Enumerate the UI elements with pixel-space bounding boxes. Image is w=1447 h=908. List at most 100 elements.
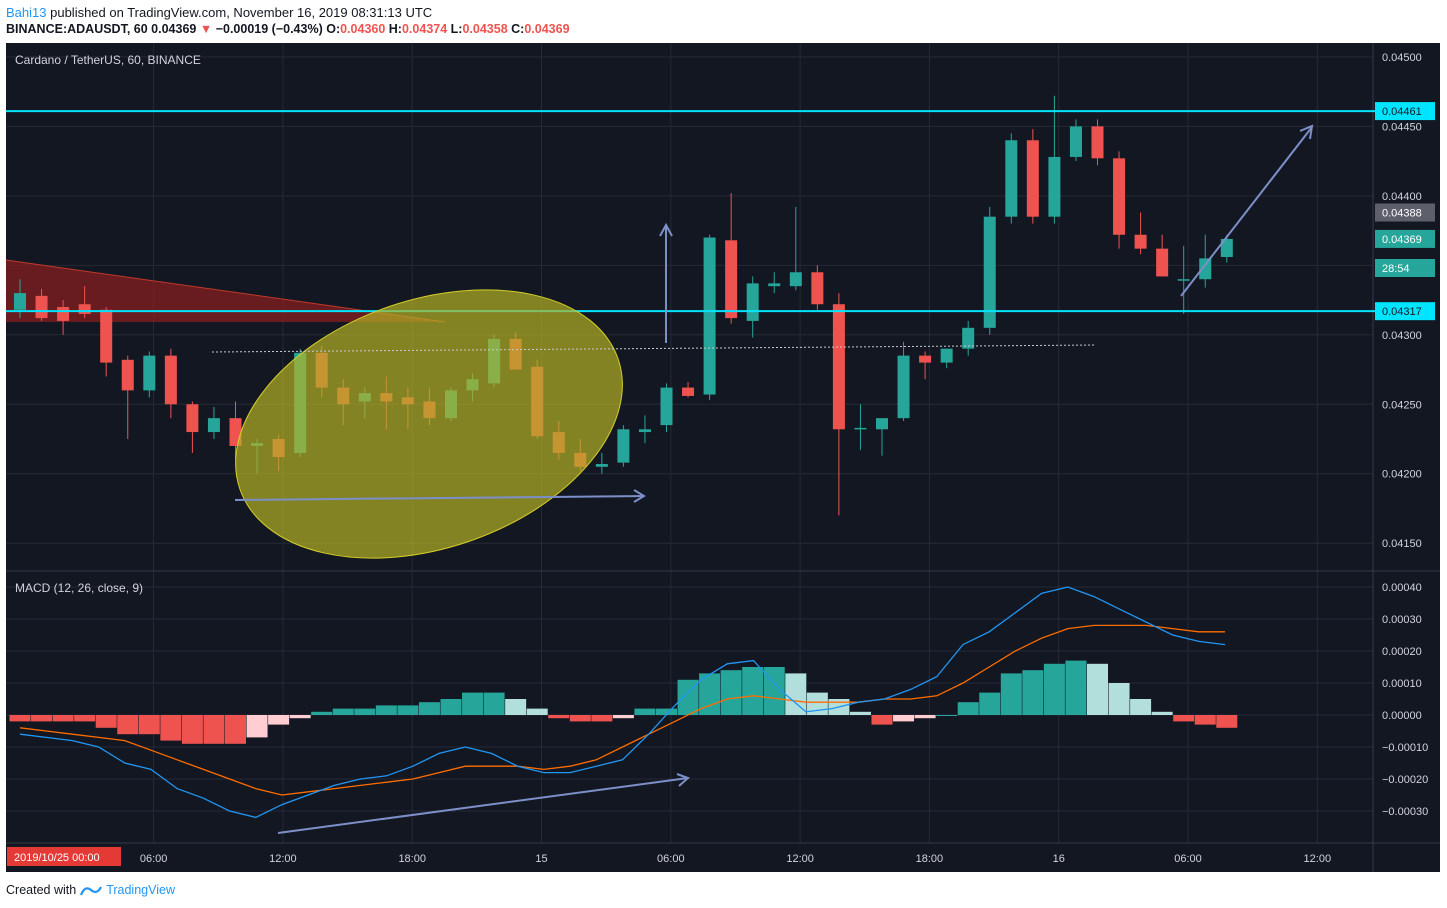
macd-tick-label: −0.00020 xyxy=(1382,774,1428,786)
low-value: 0.04358 xyxy=(462,22,508,36)
time-tick-label: 15 xyxy=(535,853,547,865)
candle-body xyxy=(57,307,70,321)
arrow-drawing-vertical[interactable] xyxy=(659,222,673,343)
level-tag xyxy=(1375,302,1435,321)
macd-histogram-bar xyxy=(742,667,764,715)
macd-pane xyxy=(9,586,1238,819)
macd-histogram-bar xyxy=(548,715,570,719)
candle-body xyxy=(164,355,177,405)
candle-body xyxy=(1134,234,1147,249)
macd-histogram-bar xyxy=(871,715,893,725)
macd-histogram-bar xyxy=(526,708,548,715)
price-tick-label: 0.04400 xyxy=(1382,191,1422,203)
macd-histogram-bar xyxy=(677,679,699,715)
author-link[interactable]: Bahi13 xyxy=(6,5,47,20)
time-tick-label: 06:00 xyxy=(657,853,685,865)
macd-tick-label: 0.00010 xyxy=(1382,678,1422,690)
macd-histogram-bar xyxy=(1043,663,1065,715)
candle-body xyxy=(660,387,673,426)
down-triangle-icon: ▼ xyxy=(199,22,213,36)
candle-body xyxy=(100,309,113,363)
candle-body xyxy=(1199,258,1212,280)
macd-histogram-bar xyxy=(634,708,656,715)
macd-histogram-bar xyxy=(117,715,139,735)
macd-tick-label: 0.00020 xyxy=(1382,646,1422,658)
created-with-label: Created with xyxy=(6,883,77,897)
high-label: H: xyxy=(388,22,402,36)
candle-body xyxy=(1113,158,1126,235)
macd-histogram-bar xyxy=(979,692,1001,715)
candle-body xyxy=(186,404,199,433)
signal-line xyxy=(19,624,1225,796)
macd-tick-label: 0.00030 xyxy=(1382,614,1422,626)
price-axis[interactable]: 0.045000.044500.044000.043500.043000.042… xyxy=(1382,52,1422,550)
candle-body xyxy=(919,355,932,363)
macd-histogram-bar xyxy=(289,715,311,719)
macd-histogram-bar xyxy=(74,715,96,722)
published-text: published on TradingView.com, November 1… xyxy=(50,5,433,20)
macd-histogram-bar xyxy=(1151,711,1173,715)
price-tags: 0.04388 0.04369 28:54 xyxy=(1375,203,1435,277)
price-change: −0.00019 (−0.43%) xyxy=(215,22,323,36)
price-tag-label: 0.04369 xyxy=(1382,234,1422,246)
candle-body xyxy=(746,283,759,321)
arrow-drawing-target[interactable] xyxy=(1180,124,1314,297)
macd-histogram-bar xyxy=(656,708,677,715)
candle-body xyxy=(1026,140,1039,217)
candle-body xyxy=(897,355,910,419)
close-label: C: xyxy=(511,22,525,36)
candle-body xyxy=(940,348,953,363)
macd-histogram-bar xyxy=(138,715,160,735)
candle-body xyxy=(854,427,867,430)
macd-histogram-bar xyxy=(785,673,807,715)
macd-histogram-bar xyxy=(957,702,979,715)
macd-histogram-bar xyxy=(375,705,397,715)
time-tick-label: 12:00 xyxy=(1304,853,1332,865)
macd-histogram-bar xyxy=(1173,715,1195,722)
macd-axis[interactable]: 0.00040 0.00030 0.00020 0.00010 0.00000 −0.00… xyxy=(1382,582,1428,818)
macd-histogram-bar xyxy=(332,708,354,715)
candle-body xyxy=(1220,238,1233,257)
arrow-drawing-macd-divergence[interactable] xyxy=(277,773,690,834)
publish-info: Bahi13 published on TradingView.com, Nov… xyxy=(6,5,432,20)
ellipse-drawing[interactable] xyxy=(200,242,659,607)
candle-body xyxy=(78,304,91,314)
grid-lines xyxy=(6,43,1373,843)
level-tag xyxy=(1375,102,1435,121)
open-label: O: xyxy=(326,22,341,36)
time-tick-label: 18:00 xyxy=(916,853,944,865)
candle-body xyxy=(1177,279,1190,281)
macd-histogram-bar xyxy=(1065,660,1087,715)
macd-histogram-bar xyxy=(95,715,117,728)
candle-body xyxy=(1048,156,1061,217)
high-value: 0.04374 xyxy=(401,22,448,36)
time-tick-label: 16 xyxy=(1053,853,1065,865)
macd-histogram-bar xyxy=(1194,715,1216,725)
dotted-trendline[interactable] xyxy=(211,344,1097,353)
macd-histogram-bar xyxy=(181,715,203,744)
macd-histogram-bar xyxy=(354,708,376,715)
price-tick-label: 0.04150 xyxy=(1382,538,1422,550)
time-tick-label: 18:00 xyxy=(398,853,426,865)
horizontal-levels[interactable]: 0.04461 0.04317 xyxy=(6,102,1435,321)
arrow-drawing-horizontal[interactable] xyxy=(234,489,646,503)
time-tick-label: 06:00 xyxy=(140,853,168,865)
macd-histogram-bar xyxy=(397,705,419,715)
candle-body xyxy=(983,216,996,328)
macd-histogram-bar xyxy=(440,699,462,715)
price-tag xyxy=(1375,259,1435,277)
macd-histogram-bar xyxy=(31,715,53,722)
candle-body xyxy=(768,283,781,287)
macd-histogram-bar xyxy=(699,673,721,715)
candle-body xyxy=(682,387,695,396)
candle-body xyxy=(143,355,156,391)
price-tag xyxy=(1375,229,1435,248)
macd-histogram-bar xyxy=(505,699,527,715)
time-axis[interactable]: 06:00 12:00 18:00 15 06:00 12:00 18:00 16 06:00 1… xyxy=(7,847,1331,866)
open-value: 0.04360 xyxy=(340,22,386,36)
macd-histogram-bar xyxy=(720,670,742,715)
brand-link[interactable]: TradingView xyxy=(106,883,175,897)
main-pane-title: Cardano / TetherUS, 60, BINANCE xyxy=(15,53,201,67)
macd-histogram-bar xyxy=(311,711,333,715)
